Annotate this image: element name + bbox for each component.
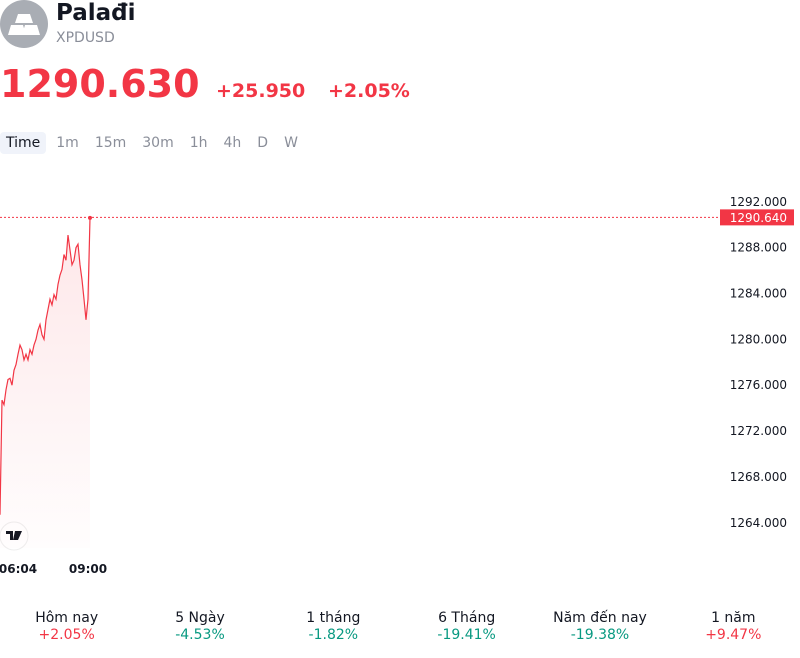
area [0,217,90,548]
performance-value: +9.47% [705,627,762,643]
chart: 1264.000 1268.000 1272.000 1276.000 1280.000… [0,195,794,576]
timeframe-tab[interactable]: 1m [56,135,79,151]
instrument-symbol: XPDUSD [56,30,115,46]
y-tick-label: 1292.000 [730,195,787,209]
performance-label: 6 Tháng [438,610,496,626]
change-percent: +2.05% [328,80,410,102]
y-tick-label: 1276.000 [730,378,787,392]
timeframe-tab[interactable]: W [284,135,298,151]
timeframe-tab[interactable]: 4h [223,135,242,151]
performance-label: 1 năm [711,610,756,626]
performance-label: Năm đến nay [553,610,647,626]
x-tick-label: 09:00 [69,562,107,576]
timeframe-tab[interactable]: Time [0,132,47,154]
performance-value: -19.41% [437,627,496,643]
timeframe-tab[interactable]: D [257,135,269,151]
performance-label: 5 Ngày [175,610,225,626]
performance-value: -19.38% [570,627,630,643]
y-tick-label: 1272.000 [730,424,787,438]
y-tick-label: 1288.000 [730,241,787,255]
performance-item: 1 tháng -1.82% [267,610,400,643]
last-point [88,215,92,220]
performance-item: 1 năm +9.47% [667,610,800,643]
price-line [0,217,91,515]
timeframe-tab[interactable]: 1h [189,135,208,151]
performance-value: -1.82% [308,627,359,643]
change: +25.950 [216,80,306,102]
performance-item: 6 Tháng -19.41% [400,610,533,643]
performance-label: 1 tháng [306,610,361,626]
performance-label: Hôm nay [35,610,99,626]
price: 1290.630 [0,62,200,106]
performance: Hôm nay +2.05% 5 Ngày -4.53% 1 tháng -1.82% 6 … [0,610,800,643]
logo-icon [8,14,40,35]
timeframe-tab[interactable]: 15m [94,135,127,151]
timeframe-tabs: Time 1m 15m 30m 1h 4h D W [0,132,304,154]
y-tick-label: 1280.000 [730,332,787,346]
last-price-label: 1290.640 [730,211,787,225]
y-tick-label: 1264.000 [730,516,787,530]
y-tick-label: 1268.000 [730,470,787,484]
logo [0,0,48,48]
performance-item: Năm đến nay -19.38% [533,610,666,643]
performance-item: 5 Ngày -4.53% [133,610,266,643]
last-price-tag [720,209,794,226]
performance-value: -4.53% [175,627,225,643]
instrument-name: Palađi [56,0,136,26]
x-tick-label: 06:04 [0,562,37,576]
y-tick-label: 1284.000 [730,286,787,300]
performance-value: +2.05% [38,627,95,643]
performance-item: Hôm nay +2.05% [0,610,133,643]
timeframe-tab[interactable]: 30m [142,135,174,151]
